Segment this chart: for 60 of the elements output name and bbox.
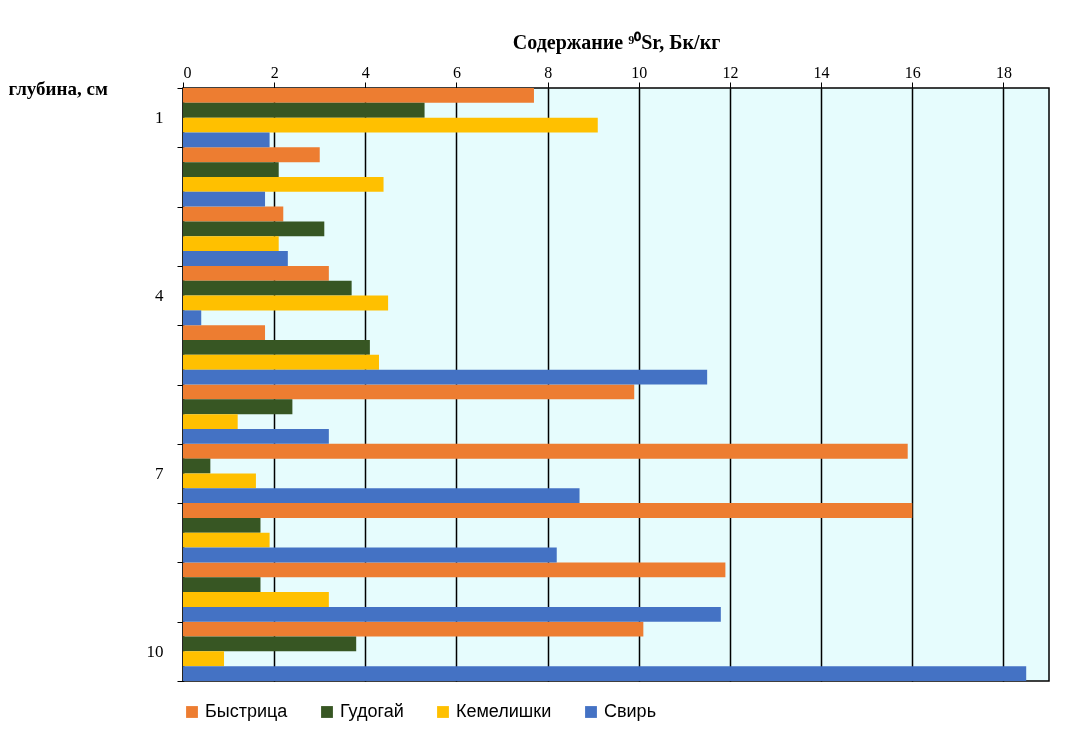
bar [183,295,389,311]
bar [183,354,379,370]
bar [183,577,261,593]
x-tick-label: 0 [183,63,192,81]
legend-label: Кемелишки [456,701,552,721]
bar [183,532,270,548]
bar [183,547,557,563]
bar [183,636,357,652]
legend-label: Свирь [604,701,657,721]
bar [183,592,329,607]
bar [183,117,598,133]
x-tick-label: 2 [270,63,279,81]
bar [183,147,320,163]
x-tick-label: 6 [452,63,461,81]
bar [183,162,279,177]
bar [183,443,908,459]
bar [183,280,352,296]
bar [183,384,635,400]
x-tick-label: 16 [904,63,921,81]
bar [183,206,284,222]
bar [183,428,329,444]
bar [183,399,293,415]
bar [183,503,913,518]
bar [183,310,202,326]
bar [183,414,238,429]
bar [183,325,266,341]
bar [183,340,370,355]
bar [183,606,721,622]
bar [183,651,225,667]
x-tick-label: 4 [361,63,370,81]
bar [183,176,384,192]
bar [183,88,534,103]
y-tick-label: 7 [155,463,164,483]
legend-label: Быстрица [205,701,289,721]
x-tick-label: 10 [631,63,648,81]
bar [183,221,325,237]
bar [183,265,329,281]
bar [183,369,708,385]
y-tick-label: 10 [146,641,164,661]
x-tick-label: 12 [722,63,739,81]
bar [183,562,726,578]
x-tick-label: 18 [995,63,1012,81]
bar [183,132,270,148]
y-axis-title: глубина, см [8,77,108,99]
x-tick-label: 8 [544,63,553,81]
y-tick-label: 1 [155,108,164,128]
x-axis-title: Содержание ⁹⁰Sr, Бк/кг [512,30,721,54]
bar [183,517,261,533]
x-tick-label: 14 [813,63,830,81]
bar [183,621,644,637]
bar [183,473,256,489]
bar [183,488,580,504]
bar [183,191,266,207]
y-tick-label: 4 [155,286,164,306]
bar [183,666,1027,681]
bar [183,251,288,266]
bar [183,102,425,118]
bar [183,236,279,252]
bar [183,458,211,474]
legend-label: Гудогай [340,701,404,721]
